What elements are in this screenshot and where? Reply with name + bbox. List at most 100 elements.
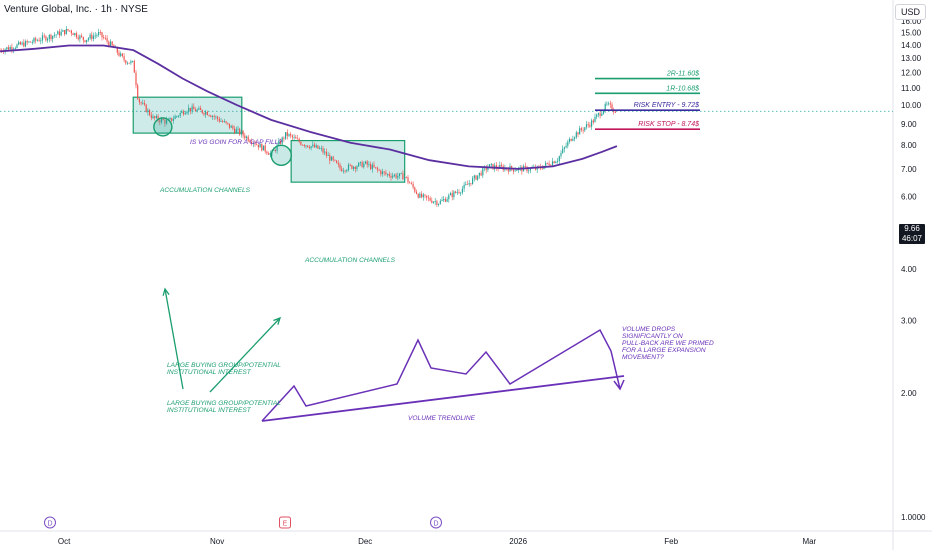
candle-body xyxy=(604,104,606,111)
bar-countdown: 46:07 xyxy=(901,234,923,243)
candle-body xyxy=(203,113,205,115)
level-label-stop: RISK STOP - 8.74$ xyxy=(638,121,699,128)
candle-body xyxy=(528,170,530,172)
earnings-marker[interactable] xyxy=(279,516,291,529)
candle-body xyxy=(312,144,314,147)
buying-group-circle[interactable] xyxy=(270,144,292,167)
candle-body xyxy=(206,111,208,116)
dividend-marker[interactable] xyxy=(44,516,56,529)
candle-body xyxy=(264,145,266,152)
buying-group-arrow[interactable] xyxy=(209,317,281,393)
y-tick-label: 12.00 xyxy=(901,68,922,77)
candle-body xyxy=(58,31,61,36)
candle-body xyxy=(285,132,287,139)
candle-body xyxy=(149,110,151,116)
candle-body xyxy=(473,175,475,179)
candle-body xyxy=(268,153,270,155)
candle-body xyxy=(356,166,358,169)
candle-body xyxy=(273,149,275,151)
y-tick-label: 7.00 xyxy=(901,165,917,174)
candle-body xyxy=(560,153,562,157)
candle-body xyxy=(296,138,299,140)
buying-group-circle[interactable] xyxy=(153,117,173,137)
candle-body xyxy=(325,151,327,156)
candle-body xyxy=(200,108,202,110)
candle-body xyxy=(349,164,351,166)
candle-body xyxy=(47,38,49,41)
candle-body xyxy=(157,116,159,121)
y-tick-label: 4.00 xyxy=(901,265,917,274)
candle-body xyxy=(194,109,197,112)
candle-body xyxy=(477,175,479,180)
candle-body xyxy=(456,192,458,193)
x-tick-label: Oct xyxy=(58,537,71,546)
level-label-target: 2R-11.60$ xyxy=(666,71,699,78)
candle-body xyxy=(359,161,361,163)
candle-body xyxy=(553,161,555,164)
candle-body xyxy=(463,184,465,189)
candle-body xyxy=(339,164,341,169)
candle-body xyxy=(171,118,173,121)
candle-body xyxy=(417,193,419,198)
volume-trendline[interactable] xyxy=(261,375,625,422)
candle-body xyxy=(415,191,418,194)
candle-body xyxy=(208,115,210,116)
candle-body xyxy=(568,138,571,142)
candle-body xyxy=(111,41,113,46)
candle-body xyxy=(230,126,232,128)
level-label-target: 1R-10.68$ xyxy=(666,85,699,92)
candle-body xyxy=(354,166,356,169)
candle-body xyxy=(109,41,112,46)
currency-button[interactable]: USD xyxy=(894,4,926,20)
candle-body xyxy=(242,131,244,136)
candle-body xyxy=(458,192,460,193)
candle-body xyxy=(587,124,589,126)
candle-body xyxy=(322,148,324,153)
candle-body xyxy=(584,127,586,131)
candle-body xyxy=(35,38,37,41)
candle-body xyxy=(320,148,322,150)
candle-body xyxy=(169,118,171,120)
candle-body xyxy=(205,111,207,115)
candle-body xyxy=(186,111,188,114)
candle-body xyxy=(324,151,326,153)
candle-body xyxy=(91,34,93,39)
candle-body xyxy=(164,120,166,124)
last-price-value: 9.66 xyxy=(904,224,920,233)
candle-body xyxy=(183,111,185,115)
candle-body xyxy=(402,173,404,180)
candle-body xyxy=(482,168,484,176)
candle-body xyxy=(62,30,64,32)
annotation-volume-drops: MOVEMENT? xyxy=(622,354,664,361)
candle-body xyxy=(254,143,256,145)
volume-zigzag-path[interactable] xyxy=(261,328,621,422)
candle-body xyxy=(460,192,462,194)
candle-body xyxy=(555,161,557,164)
candle-body xyxy=(191,106,193,112)
candle-body xyxy=(519,166,521,168)
y-tick-label: 13.00 xyxy=(901,54,922,63)
candle-body xyxy=(492,163,494,170)
candle-body xyxy=(256,144,258,146)
candle-body xyxy=(597,113,599,115)
annotation-volume-drops: VOLUME DROPS xyxy=(622,326,676,333)
buying-group-arrow-head xyxy=(162,287,170,296)
buying-group-arrow[interactable] xyxy=(164,288,184,390)
candle-body xyxy=(87,38,89,40)
candle-body xyxy=(567,141,569,146)
candle-body xyxy=(572,138,574,141)
annotation-volume-trendline: VOLUME TRENDLINE xyxy=(408,415,476,422)
candle-body xyxy=(361,161,363,168)
candle-body xyxy=(426,195,428,198)
candle-body xyxy=(252,143,254,145)
candle-body xyxy=(160,118,163,123)
candle-body xyxy=(303,144,305,146)
dividend-marker[interactable] xyxy=(430,516,442,529)
candle-body xyxy=(244,135,246,139)
candle-body xyxy=(579,128,581,135)
candle-body xyxy=(475,175,477,180)
candle-body xyxy=(465,184,467,185)
annotation-volume-drops: PULL-BACK ARE WE PRIMED xyxy=(622,340,714,347)
